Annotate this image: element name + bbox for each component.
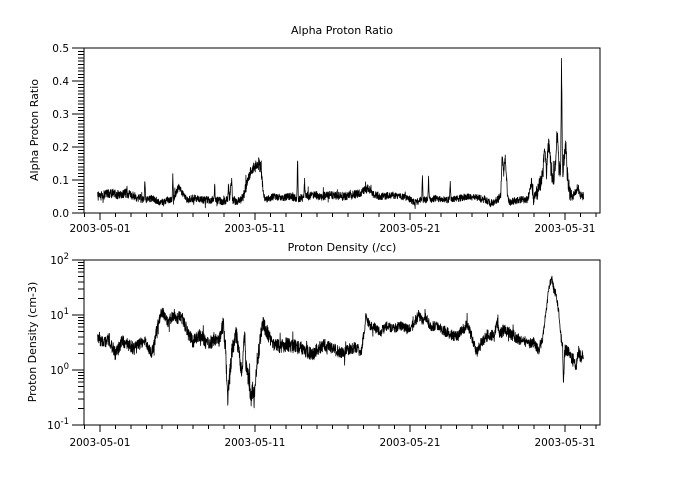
y-tick-label: 0.2	[52, 142, 69, 154]
top-chart-axes: 2003-05-01 2003-05-11 2003-05-21 2003-05-31…	[52, 43, 601, 235]
plot-frame	[83, 47, 601, 214]
x-tick-label: 2003-05-31	[534, 437, 595, 449]
x-tick-label: 2003-05-31	[534, 223, 595, 235]
top-chart-title: Alpha Proton Ratio	[291, 24, 393, 37]
y-tick-label: 0.1	[52, 175, 69, 187]
x-tick-label: 2003-05-11	[224, 437, 285, 449]
y-tick-label: 0.4	[52, 76, 69, 88]
plot-frame	[83, 259, 601, 426]
x-tick-label: 2003-05-21	[379, 223, 440, 235]
top-chart-ylabel: Alpha Proton Ratio	[28, 79, 41, 181]
y-tick-label: 0.5	[52, 43, 69, 55]
x-tick-label: 2003-05-21	[379, 437, 440, 449]
y-tick-label: 0.0	[52, 208, 69, 220]
x-tick-label: 2003-05-01	[69, 437, 130, 449]
top-chart: Alpha Proton Ratio Alpha Proton Ratio 20…	[28, 24, 601, 235]
y-tick-label: 100	[50, 362, 69, 377]
y-tick-label: 10-1	[47, 417, 69, 432]
proton-density-series	[97, 275, 584, 409]
y-tick-label: 101	[50, 307, 69, 322]
y-tick-label: 102	[50, 252, 69, 267]
y-tick-label: 0.3	[52, 109, 69, 121]
bottom-chart: Proton Density (/cc) Proton Density (cm-…	[26, 241, 601, 449]
bottom-chart-axes: 2003-05-01 2003-05-11 2003-05-21 2003-05-31…	[47, 252, 601, 449]
alpha-proton-ratio-series	[97, 58, 584, 210]
bottom-chart-ylabel: Proton Density (cm-3)	[26, 282, 39, 403]
x-tick-label: 2003-05-01	[69, 223, 130, 235]
bottom-chart-title: Proton Density (/cc)	[288, 241, 397, 254]
x-tick-label: 2003-05-11	[224, 223, 285, 235]
